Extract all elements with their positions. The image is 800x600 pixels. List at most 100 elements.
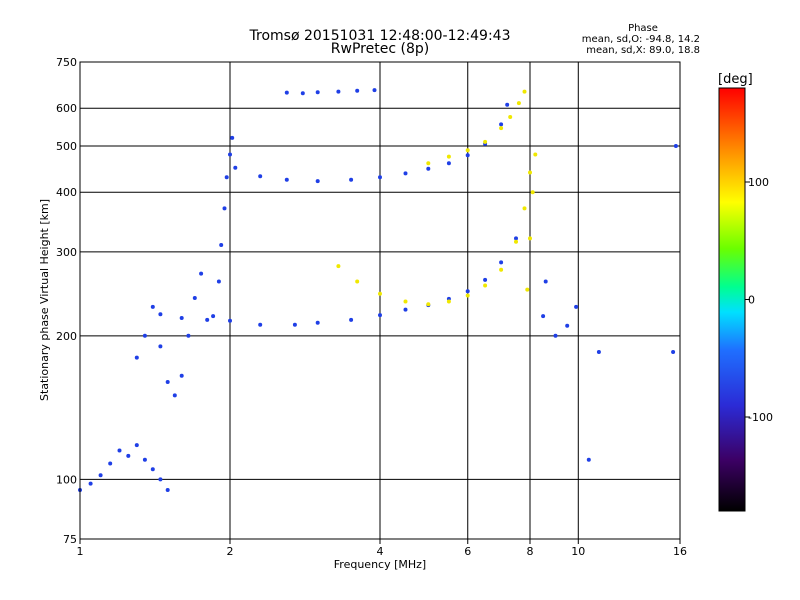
data-point bbox=[372, 88, 377, 93]
data-point bbox=[228, 318, 232, 323]
data-point bbox=[284, 177, 289, 182]
data-point bbox=[483, 283, 488, 288]
data-point bbox=[499, 260, 504, 265]
data-point bbox=[230, 135, 235, 140]
colorbar-ticks: 100 0 -100 bbox=[745, 176, 773, 424]
data-point bbox=[165, 488, 170, 492]
data-point bbox=[222, 206, 227, 211]
series-9 bbox=[541, 144, 678, 462]
data-point bbox=[186, 333, 191, 338]
data-point bbox=[378, 313, 382, 318]
data-point bbox=[514, 239, 518, 244]
data-point bbox=[258, 322, 263, 327]
y-tick-label: 200 bbox=[56, 330, 77, 343]
data-point bbox=[446, 161, 451, 166]
data-point bbox=[673, 144, 678, 148]
x-tick-label: 8 bbox=[527, 545, 534, 558]
x-tick-label: 6 bbox=[464, 545, 471, 558]
data-point bbox=[505, 102, 510, 107]
data-point bbox=[233, 165, 238, 170]
data-point bbox=[292, 322, 297, 327]
y-tick-label: 400 bbox=[56, 186, 77, 199]
data-point bbox=[258, 174, 263, 179]
data-point bbox=[134, 443, 139, 448]
data-point bbox=[465, 153, 470, 158]
colorbar-tick-label: -100 bbox=[748, 411, 773, 424]
chart-title: Tromsø 20151031 12:48:00-12:49:43 bbox=[249, 28, 511, 44]
series-1 bbox=[134, 271, 204, 398]
data-point bbox=[134, 355, 139, 360]
data-point bbox=[508, 115, 513, 119]
y-tick-label: 600 bbox=[56, 102, 77, 115]
data-point bbox=[165, 380, 170, 384]
data-point bbox=[483, 277, 488, 282]
y-tick-label: 75 bbox=[63, 533, 77, 546]
data-point bbox=[403, 299, 408, 304]
stats-o: mean, sd,O: -94.8, 14.2 bbox=[582, 34, 700, 45]
data-point bbox=[465, 289, 470, 294]
data-point bbox=[355, 88, 360, 93]
data-point bbox=[192, 296, 197, 300]
data-point bbox=[565, 323, 570, 328]
x-axis-label: Frequency [MHz] bbox=[334, 558, 426, 571]
data-point bbox=[199, 271, 204, 276]
data-point bbox=[525, 287, 530, 292]
data-point bbox=[499, 122, 504, 127]
data-point bbox=[541, 314, 546, 319]
series-2 bbox=[158, 236, 518, 327]
data-point bbox=[378, 175, 382, 180]
series-0 bbox=[78, 443, 170, 492]
stats-x: mean, sd,X: 89.0, 18.8 bbox=[586, 45, 700, 56]
data-point bbox=[179, 373, 184, 378]
data-point bbox=[142, 457, 147, 462]
data-point bbox=[530, 190, 535, 195]
data-point bbox=[300, 91, 305, 96]
series-5 bbox=[284, 88, 377, 96]
data-point bbox=[483, 139, 488, 144]
data-point bbox=[336, 264, 341, 269]
data-point bbox=[528, 236, 532, 241]
series-3 bbox=[211, 135, 235, 319]
data-point bbox=[499, 126, 504, 131]
series-6 bbox=[336, 170, 532, 307]
data-point bbox=[446, 299, 451, 304]
x-tick-label: 10 bbox=[571, 545, 585, 558]
data-point bbox=[117, 448, 122, 453]
data-point bbox=[426, 161, 431, 166]
data-point bbox=[315, 320, 320, 325]
y-tick-label: 750 bbox=[56, 56, 77, 69]
series-7 bbox=[426, 89, 527, 166]
data-point bbox=[671, 350, 676, 354]
data-points bbox=[78, 88, 678, 492]
colorbar-tick-label: 0 bbox=[748, 294, 755, 307]
grid bbox=[80, 62, 680, 539]
data-point bbox=[596, 350, 601, 354]
data-point bbox=[465, 148, 470, 153]
y-tick-label: 100 bbox=[56, 473, 77, 486]
x-tick-label: 2 bbox=[227, 545, 234, 558]
data-point bbox=[426, 302, 431, 307]
data-point bbox=[446, 154, 451, 159]
data-point bbox=[108, 461, 113, 466]
data-point bbox=[336, 89, 341, 94]
y-axis-label: Stationary phase Virtual Height [km] bbox=[38, 199, 51, 401]
data-point bbox=[150, 467, 155, 472]
y-axis-ticks: 75 100 200 300 400 500 600 750 bbox=[56, 56, 77, 546]
data-point bbox=[465, 293, 470, 298]
data-point bbox=[522, 206, 527, 211]
data-point bbox=[284, 90, 289, 95]
data-point bbox=[211, 314, 216, 319]
stats-title: Phase bbox=[628, 23, 658, 34]
data-point bbox=[553, 333, 558, 338]
data-point bbox=[543, 279, 548, 284]
x-tick-label: 4 bbox=[377, 545, 384, 558]
data-point bbox=[142, 333, 147, 338]
colorbar bbox=[718, 87, 746, 512]
data-point bbox=[516, 101, 521, 106]
data-point bbox=[528, 170, 532, 175]
data-point bbox=[219, 243, 224, 247]
data-point bbox=[514, 236, 518, 241]
data-point bbox=[533, 152, 538, 157]
y-tick-label: 500 bbox=[56, 140, 77, 153]
